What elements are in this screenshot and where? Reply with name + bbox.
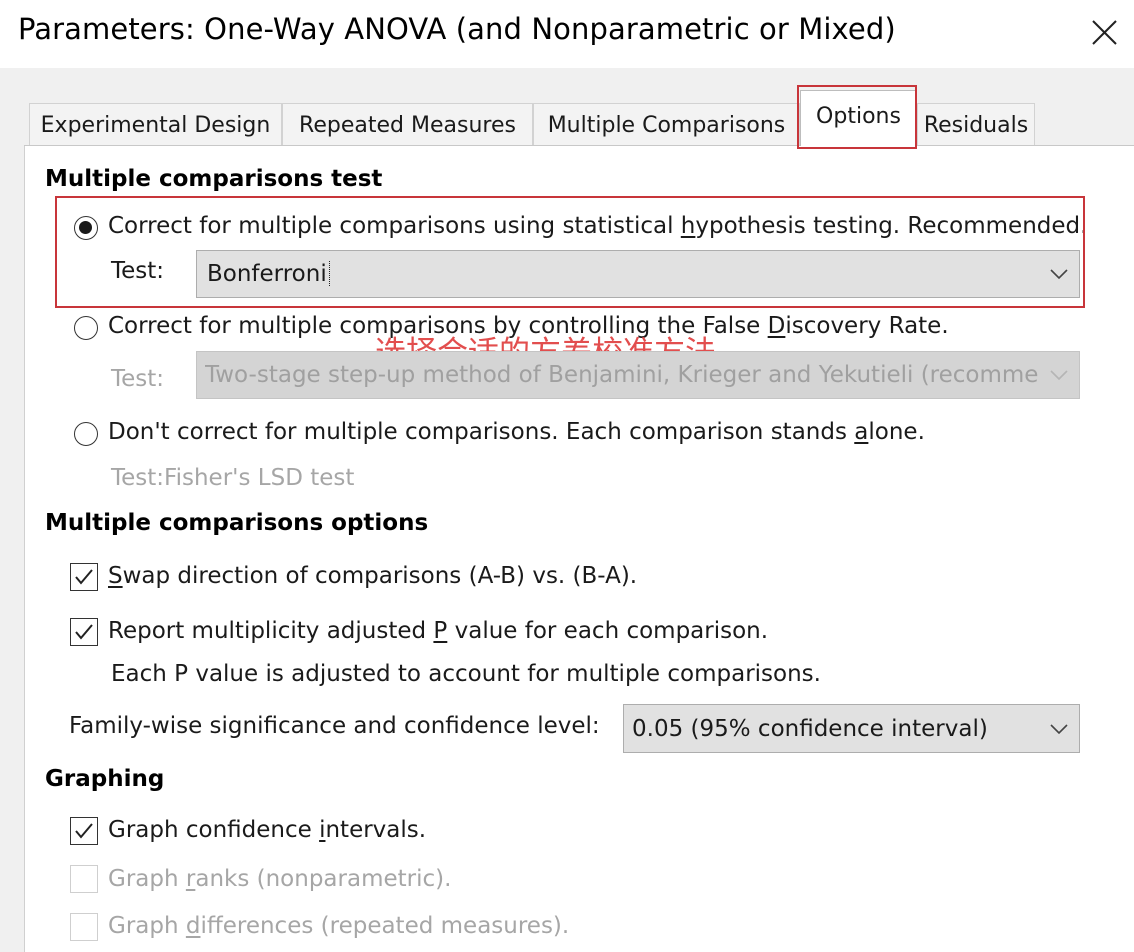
test-select-fdr[interactable]: Two-stage step-up method of Benjamini, K… xyxy=(196,351,1080,399)
fisher-test-text: Fisher's LSD test xyxy=(164,465,355,491)
close-button[interactable] xyxy=(1090,12,1120,52)
label-graph-ranks[interactable]: Graph ranks (nonparametric). xyxy=(108,866,452,892)
section-heading-test: Multiple comparisons test xyxy=(45,166,383,192)
test-label-3: Test:Fisher's LSD test xyxy=(111,465,355,491)
radio-selected-dot xyxy=(79,221,92,234)
tab-options[interactable]: Options xyxy=(800,90,917,146)
tab-strip-divider xyxy=(24,145,1134,146)
label-report-adjusted-p[interactable]: Report multiplicity adjusted P value for… xyxy=(108,618,769,644)
check-icon xyxy=(75,823,93,839)
check-icon xyxy=(75,624,93,640)
test-select-value: Bonferroni xyxy=(205,261,330,287)
label-swap-direction[interactable]: Swap direction of comparisons (A-B) vs. … xyxy=(108,563,638,589)
section-heading-graphing: Graphing xyxy=(45,766,165,792)
checkbox-graph-differences[interactable] xyxy=(70,913,98,941)
chevron-down-icon xyxy=(1039,705,1079,752)
tab-multiple-comparisons[interactable]: Multiple Comparisons xyxy=(533,103,800,146)
family-wise-label: Family-wise significance and confidence … xyxy=(69,713,600,739)
family-wise-value: 0.05 (95% confidence interval) xyxy=(632,715,988,742)
label-false-discovery[interactable]: Correct for multiple comparisons by cont… xyxy=(108,313,949,339)
report-note: Each P value is adjusted to account for … xyxy=(111,661,821,687)
radio-hypothesis-testing[interactable] xyxy=(74,216,98,240)
radio-no-correction[interactable] xyxy=(74,422,98,446)
checkbox-graph-ci[interactable] xyxy=(70,817,98,845)
tab-experimental-design[interactable]: Experimental Design xyxy=(29,103,282,146)
test-select-hypothesis[interactable]: Bonferroni xyxy=(196,250,1080,298)
test-label-2: Test: xyxy=(111,366,165,392)
section-heading-options: Multiple comparisons options xyxy=(45,510,429,536)
checkbox-report-adjusted-p[interactable] xyxy=(70,618,98,646)
chevron-down-icon xyxy=(1039,352,1079,398)
family-wise-select[interactable]: 0.05 (95% confidence interval) xyxy=(623,704,1080,753)
close-icon xyxy=(1092,20,1117,45)
label-graph-ci[interactable]: Graph confidence intervals. xyxy=(108,817,427,843)
dialog-title: Parameters: One-Way ANOVA (and Nonparame… xyxy=(18,12,896,46)
tab-repeated-measures[interactable]: Repeated Measures xyxy=(282,103,533,146)
radio-false-discovery[interactable] xyxy=(74,316,98,340)
test-label-1: Test: xyxy=(111,258,165,284)
label-no-correction[interactable]: Don't correct for multiple comparisons. … xyxy=(108,419,925,445)
label-graph-differences[interactable]: Graph differences (repeated measures). xyxy=(108,913,570,939)
chevron-down-icon xyxy=(1039,251,1079,297)
test-select-fdr-value: Two-stage step-up method of Benjamini, K… xyxy=(205,362,1039,388)
checkbox-graph-ranks[interactable] xyxy=(70,865,98,893)
tab-residuals[interactable]: Residuals xyxy=(917,103,1035,146)
label-hypothesis-testing[interactable]: Correct for multiple comparisons using s… xyxy=(108,213,1088,239)
checkbox-swap-direction[interactable] xyxy=(70,563,98,591)
check-icon xyxy=(75,569,93,585)
